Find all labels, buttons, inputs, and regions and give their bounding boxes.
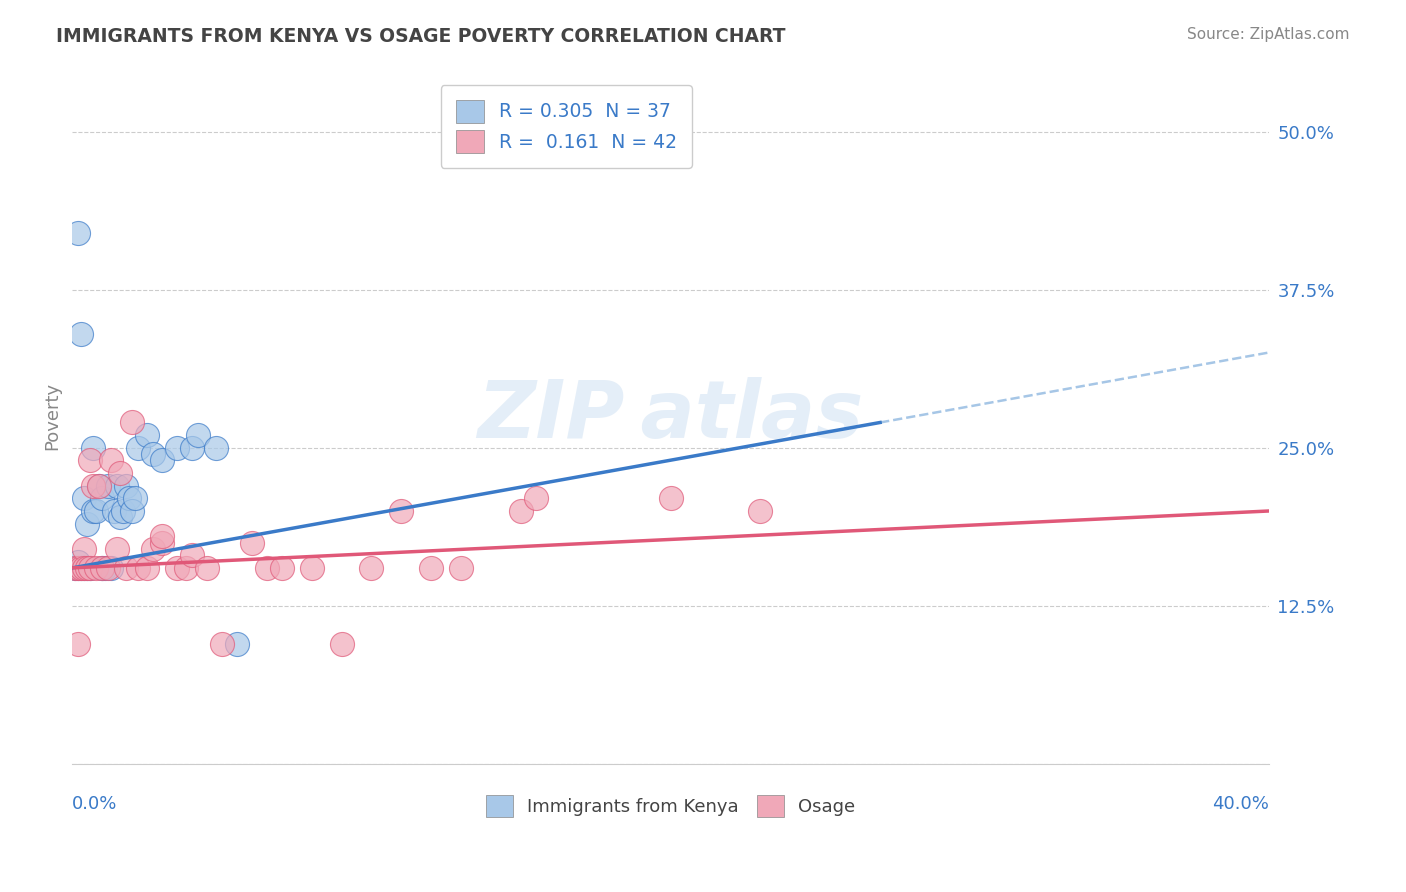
Point [150, 529, 173, 543]
Point [82, 441, 104, 455]
Point [174, 561, 197, 575]
Point [89, 479, 111, 493]
Point [73, 561, 96, 575]
Point [67, 226, 90, 240]
Point [76, 516, 98, 531]
Point [105, 541, 128, 556]
Point [76, 561, 98, 575]
Point [70, 561, 93, 575]
Point [256, 561, 278, 575]
Point [330, 637, 353, 651]
Point [389, 504, 412, 518]
Point [211, 637, 233, 651]
Point [142, 541, 165, 556]
Point [118, 491, 141, 506]
Point [91, 561, 114, 575]
Point [97, 561, 120, 575]
Point [195, 561, 218, 575]
Point [100, 453, 122, 467]
Point [270, 561, 292, 575]
Point [91, 561, 114, 575]
Point [150, 453, 173, 467]
Point [166, 561, 188, 575]
Point [67, 561, 90, 575]
Point [450, 561, 472, 575]
Point [187, 428, 209, 442]
Y-axis label: Poverty: Poverty [44, 382, 60, 450]
Point [84, 561, 107, 575]
Point [524, 491, 547, 506]
Point [150, 535, 173, 549]
Point [121, 416, 143, 430]
Point [240, 535, 263, 549]
Point [103, 504, 125, 518]
Point [79, 453, 101, 467]
Point [115, 561, 138, 575]
Point [73, 561, 96, 575]
Point [112, 504, 135, 518]
Point [89, 479, 111, 493]
Point [65, 561, 87, 575]
Text: 0.0%: 0.0% [72, 796, 118, 814]
Point [510, 504, 533, 518]
Point [79, 561, 101, 575]
Text: ZIP atlas: ZIP atlas [478, 377, 863, 455]
Point [91, 491, 114, 506]
Point [73, 491, 96, 506]
Point [225, 637, 247, 651]
Text: 40.0%: 40.0% [1212, 796, 1270, 814]
Point [70, 561, 93, 575]
Point [65, 561, 87, 575]
Point [108, 466, 131, 480]
Point [124, 491, 146, 506]
Point [420, 561, 443, 575]
Point [105, 479, 128, 493]
Point [127, 441, 149, 455]
Point [136, 561, 159, 575]
Text: Source: ZipAtlas.com: Source: ZipAtlas.com [1187, 27, 1350, 42]
Point [136, 428, 159, 442]
Point [127, 561, 149, 575]
Legend: Immigrants from Kenya, Osage: Immigrants from Kenya, Osage [478, 788, 863, 824]
Point [70, 326, 93, 341]
Point [166, 441, 188, 455]
Point [76, 561, 98, 575]
Point [180, 548, 202, 562]
Point [301, 561, 323, 575]
Point [121, 504, 143, 518]
Point [360, 561, 382, 575]
Point [73, 541, 96, 556]
Point [142, 447, 165, 461]
Point [79, 561, 101, 575]
Point [67, 637, 90, 651]
Point [108, 510, 131, 524]
Point [100, 561, 122, 575]
Text: IMMIGRANTS FROM KENYA VS OSAGE POVERTY CORRELATION CHART: IMMIGRANTS FROM KENYA VS OSAGE POVERTY C… [56, 27, 786, 45]
Point [659, 491, 682, 506]
Point [115, 479, 138, 493]
Point [67, 555, 90, 569]
Point [205, 441, 228, 455]
Point [84, 504, 107, 518]
Point [97, 479, 120, 493]
Point [749, 504, 772, 518]
Point [94, 561, 117, 575]
Point [82, 479, 104, 493]
Point [82, 504, 104, 518]
Point [67, 561, 90, 575]
Point [180, 441, 202, 455]
